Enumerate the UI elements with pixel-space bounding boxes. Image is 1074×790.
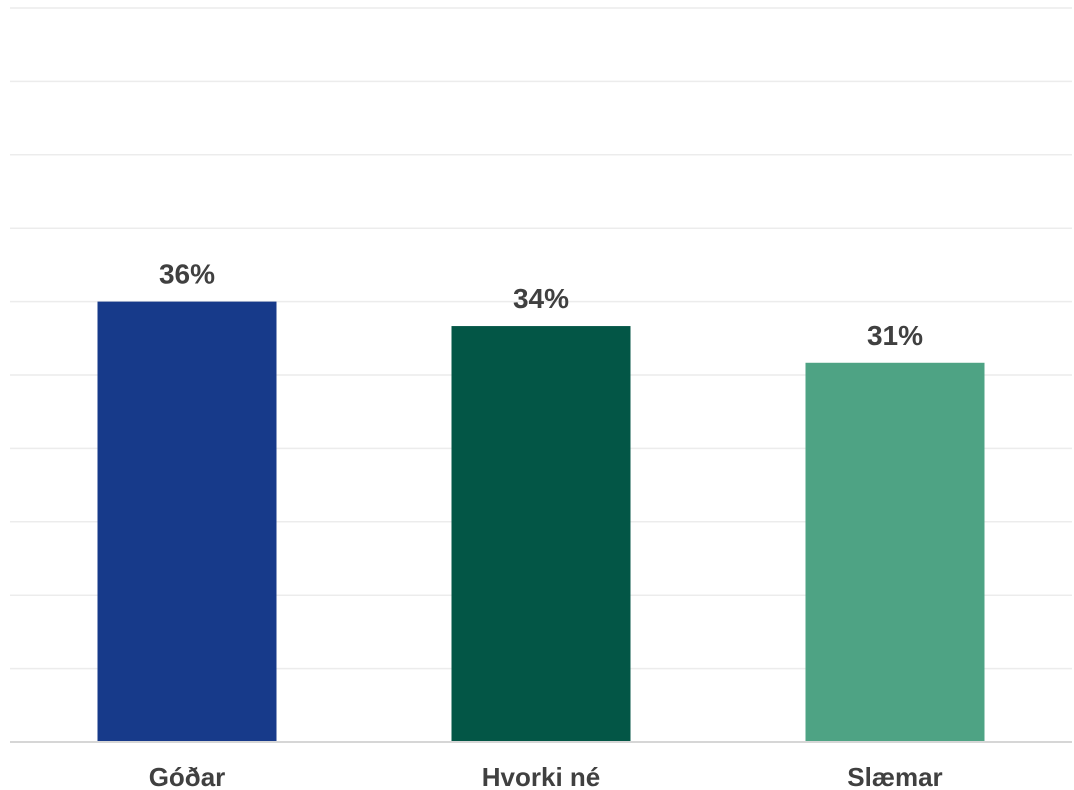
category-label-2: Hvorki né bbox=[482, 762, 601, 790]
value-label-1: 36% bbox=[159, 259, 215, 290]
bars bbox=[97, 301, 985, 742]
value-label-2: 34% bbox=[513, 283, 569, 314]
category-label-1: Góðar bbox=[149, 762, 226, 790]
category-labels: Góðar Hvorki né Slæmar bbox=[149, 762, 943, 790]
bar-1 bbox=[97, 301, 277, 742]
value-labels: 36% 34% 31% bbox=[159, 259, 923, 351]
bar-2 bbox=[451, 326, 631, 742]
bar-3 bbox=[805, 362, 985, 742]
category-label-3: Slæmar bbox=[847, 762, 942, 790]
value-label-3: 31% bbox=[867, 320, 923, 351]
